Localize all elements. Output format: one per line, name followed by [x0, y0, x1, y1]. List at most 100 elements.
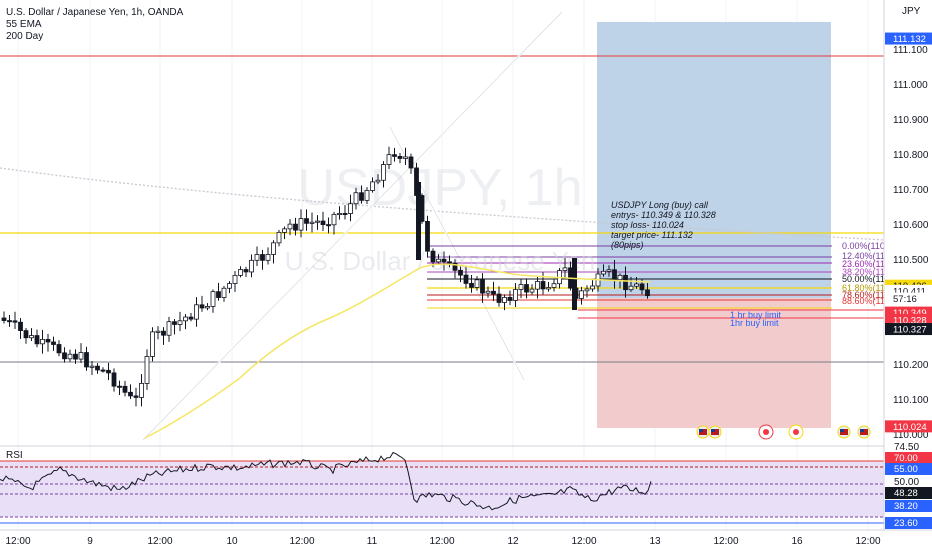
event-markers[interactable]: [696, 424, 871, 440]
candle-body: [639, 283, 645, 291]
us-flag-icon: [857, 425, 871, 439]
55-ema-line[interactable]: [144, 263, 651, 439]
candle-body: [436, 258, 441, 263]
jp-flag-icon: [788, 424, 804, 440]
candle-body: [111, 372, 117, 387]
candle-body: [502, 296, 507, 303]
candle-body: [342, 213, 348, 216]
price-badge-label: 110.349: [893, 308, 927, 319]
candle-body: [177, 320, 183, 325]
order-label-1[interactable]: 1 hr buy limit: [730, 310, 782, 320]
price-tick: 110.800: [893, 150, 929, 161]
candle-body: [513, 289, 518, 301]
time-tick: 12:00: [429, 536, 454, 547]
rsi-legend[interactable]: RSI: [6, 450, 23, 461]
price-badge-label: 110.328: [893, 315, 927, 326]
time-tick: 13: [649, 536, 661, 547]
candle-body: [634, 283, 639, 287]
price-tick: 110.500: [893, 255, 929, 266]
price-tick: 110.100: [893, 395, 929, 406]
price-badge-label: 110.327: [893, 325, 927, 336]
candle-body: [392, 154, 397, 157]
candle-body: [221, 287, 227, 298]
candle-body: [199, 304, 205, 309]
candle-body: [51, 341, 56, 345]
candle-body: [381, 164, 386, 181]
200-day-line[interactable]: [0, 167, 885, 241]
candle-body: [62, 352, 67, 360]
candle-body: [551, 283, 557, 288]
candle-body: [298, 218, 304, 231]
annotation-line-4: target price- 111.132: [611, 230, 693, 240]
annotation-line-5: (80pips): [611, 240, 644, 250]
rsi-tick-current: 48.28: [894, 488, 918, 499]
candle-body: [359, 192, 364, 201]
rsi-line[interactable]: [0, 451, 652, 511]
candle-body: [491, 290, 496, 295]
price-badge: [885, 32, 932, 45]
candle-body: [474, 279, 480, 288]
candle-body: [628, 285, 634, 291]
candle-body: [416, 182, 421, 260]
candle-body: [562, 267, 568, 271]
candle-body: [430, 250, 436, 263]
candle-body: [122, 385, 128, 393]
sma-legend[interactable]: 200 Day: [6, 31, 43, 42]
candle-body: [304, 218, 309, 224]
rsi-tick-70: 70.00: [894, 453, 918, 464]
symbol-legend[interactable]: U.S. Dollar / Japanese Yen, 1h, OANDA: [6, 7, 184, 18]
time-tick: 12:00: [289, 536, 314, 547]
price-tick: 111.100: [893, 45, 928, 56]
fib-label-3: 38.20%(110: [842, 267, 890, 277]
candle-body: [326, 224, 331, 227]
candle-body: [601, 270, 606, 275]
time-tick: 12:00: [571, 536, 596, 547]
candle-body: [67, 353, 73, 360]
candle-body: [463, 274, 469, 284]
us-flag-icon: [696, 425, 710, 439]
watermark-symbol: USDJPY, 1h: [297, 159, 582, 217]
candle-body: [128, 391, 133, 397]
order-label-2[interactable]: 1hr buy limit: [730, 318, 779, 328]
candle-body: [617, 274, 623, 281]
us-flag-icon: [837, 425, 851, 439]
candle-body: [161, 330, 166, 336]
stop-zone[interactable]: [597, 298, 831, 428]
fib-label-0: 0.00%(110.: [842, 241, 887, 251]
candlestick-series[interactable]: [1, 146, 650, 407]
price-tick: 110.700: [893, 185, 929, 196]
candle-body: [12, 320, 18, 323]
trade-annotation[interactable]: USDJPY Long (buy) call entrys- 110.349 &…: [611, 200, 716, 250]
candle-body: [150, 331, 155, 357]
price-badge-label: 110.411: [893, 286, 926, 297]
time-axis[interactable]: 12:00 9 12:00 10 12:00 11 12:00 12 12:00 13 12:00 1…: [5, 536, 880, 547]
candle-body: [315, 220, 320, 223]
ema-legend[interactable]: 55 EMA: [6, 19, 42, 30]
candle-body: [232, 274, 238, 284]
price-badge: [885, 292, 932, 305]
candle-body: [227, 283, 232, 289]
candle-body: [590, 285, 595, 290]
candle-body: [540, 281, 546, 290]
target-zone[interactable]: [597, 22, 831, 298]
time-tick: 9: [87, 536, 93, 547]
us-flag-icon: [708, 425, 722, 439]
candle-body: [205, 306, 210, 309]
time-tick: 12: [507, 536, 519, 547]
price-badges: 111.132110.426110.41157:16110.349110.328…: [885, 32, 932, 433]
rsi-tick-23: 23.60: [894, 518, 918, 529]
jp-flag-icon: [758, 424, 774, 440]
time-tick: 16: [791, 536, 803, 547]
candle-body: [78, 352, 84, 360]
candle-body: [282, 228, 287, 233]
currency-label: JPY: [902, 6, 921, 17]
candle-body: [447, 261, 452, 264]
time-tick: 12:00: [855, 536, 880, 547]
rsi-badge-55: [885, 463, 932, 475]
candle-body: [458, 269, 463, 276]
candle-body: [166, 321, 172, 336]
candle-body: [155, 330, 161, 333]
candle-body: [309, 221, 315, 224]
price-tick: 110.200: [893, 360, 929, 371]
